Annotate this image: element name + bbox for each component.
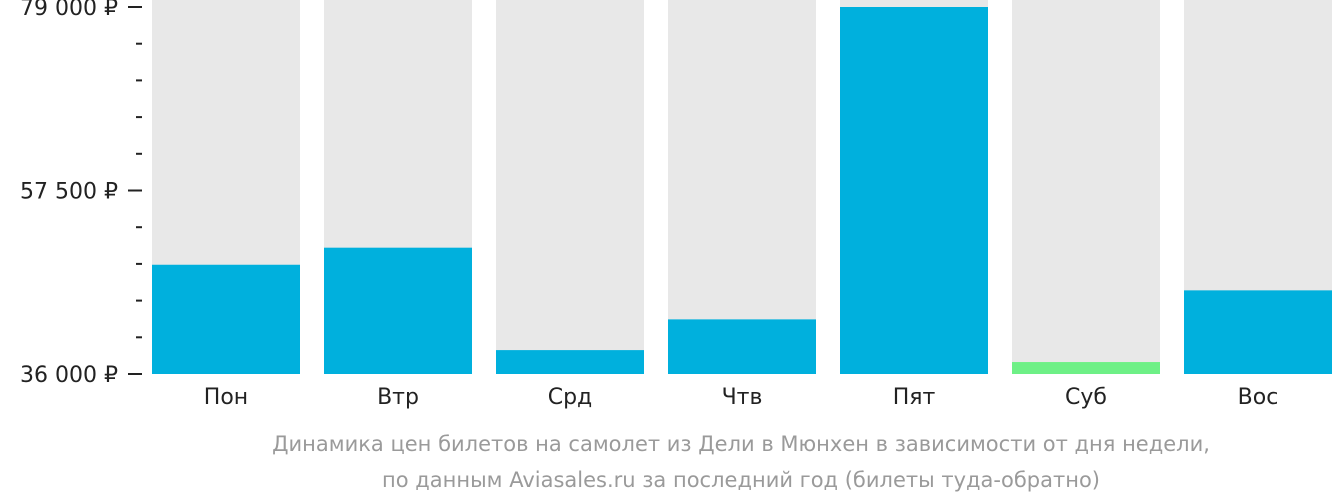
x-tick-label: Вос <box>1238 385 1279 410</box>
y-tick-label: 79 000 ₽ <box>20 0 118 21</box>
x-tick-label: Втр <box>377 385 419 410</box>
y-axis: 36 000 ₽ 57 500 ₽ 79 000 ₽ <box>20 0 142 388</box>
x-tick-label: Чтв <box>722 385 763 410</box>
bar <box>1184 290 1332 374</box>
price-by-weekday-chart: 36 000 ₽ 57 500 ₽ 79 000 ₽ Пон Втр Срд Чтв Пят… <box>20 0 1332 410</box>
bar <box>668 319 816 374</box>
bar <box>152 264 300 374</box>
x-tick-label: Срд <box>548 385 593 410</box>
bar-background <box>1012 0 1160 374</box>
chart-caption-line-1: Динамика цен билетов на самолет из Дели … <box>272 432 1210 456</box>
bar <box>840 7 988 374</box>
bar <box>324 247 472 374</box>
x-tick-label: Пят <box>893 385 936 410</box>
bar <box>496 350 644 374</box>
y-tick-label: 57 500 ₽ <box>20 180 118 205</box>
x-axis-labels: Пон Втр Срд Чтв Пят Суб Вос <box>204 385 1279 410</box>
y-tick-label: 36 000 ₽ <box>20 363 118 388</box>
x-tick-label: Пон <box>204 385 248 410</box>
chart-caption-line-2: по данным Aviasales.ru за последний год … <box>382 468 1100 492</box>
x-tick-label: Суб <box>1065 385 1107 410</box>
bars <box>152 7 1332 374</box>
bar <box>1012 362 1160 374</box>
bar-background <box>668 0 816 374</box>
bar-background <box>496 0 644 374</box>
